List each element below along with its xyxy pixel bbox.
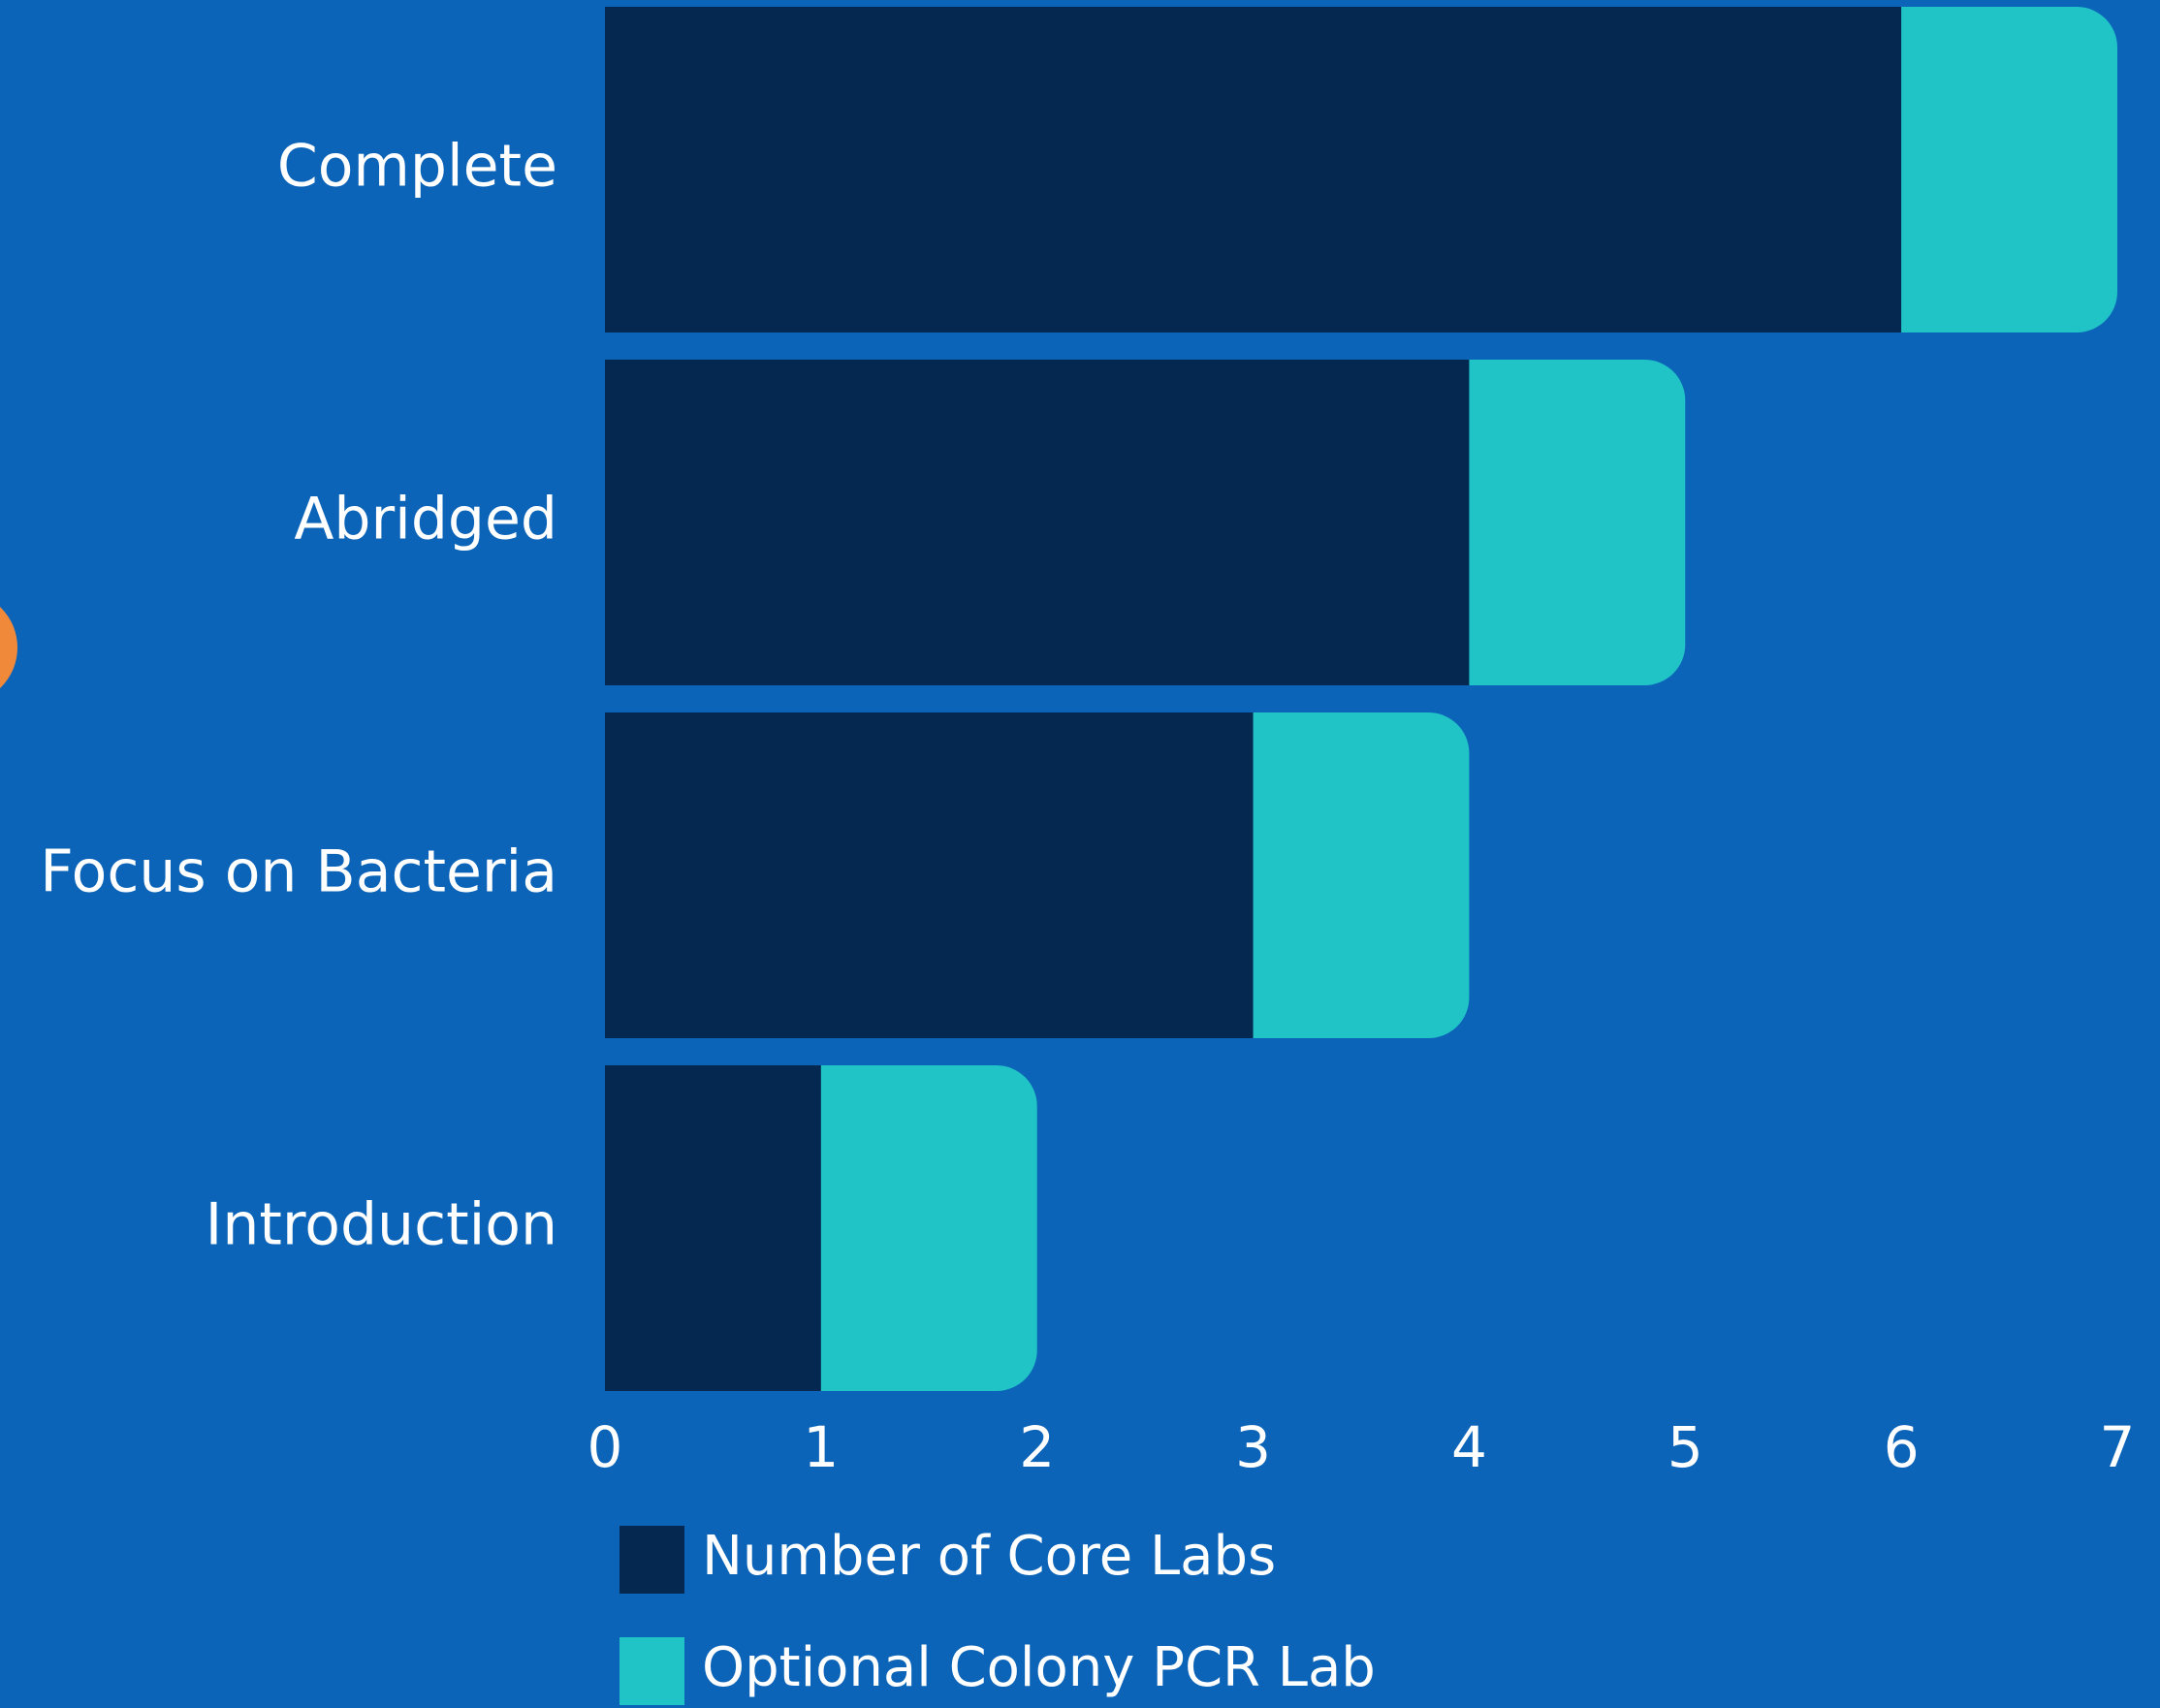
x-tick-label: 1: [803, 1414, 839, 1480]
bar-segment: [605, 7, 1902, 332]
bar-segment: [1901, 7, 2117, 332]
bar-segment: [1469, 360, 1686, 685]
x-tick-label: 2: [1019, 1414, 1055, 1480]
legend-label: Optional Colony PCR Lab: [702, 1636, 1376, 1699]
bar-segment: [605, 1065, 821, 1391]
bar-segment: [1253, 712, 1470, 1038]
legend-swatch: [619, 1526, 684, 1594]
x-tick-label: 3: [1235, 1414, 1271, 1480]
x-tick-label: 7: [2100, 1414, 2136, 1480]
bar-segment: [605, 712, 1254, 1038]
x-tick-label: 6: [1884, 1414, 1920, 1480]
category-label: Introduction: [206, 1191, 557, 1259]
legend-swatch: [619, 1637, 684, 1705]
x-tick-label: 0: [588, 1414, 623, 1480]
x-tick-label: 4: [1451, 1414, 1487, 1480]
bar-segment: [820, 1065, 1037, 1391]
x-tick-label: 5: [1668, 1414, 1703, 1480]
decoration: [0, 607, 17, 688]
category-label: Complete: [277, 133, 557, 201]
category-label: Abridged: [294, 486, 557, 554]
bar-segment: [605, 360, 1470, 685]
legend-label: Number of Core Labs: [702, 1525, 1276, 1588]
category-label: Focus on Bacteria: [40, 838, 557, 906]
